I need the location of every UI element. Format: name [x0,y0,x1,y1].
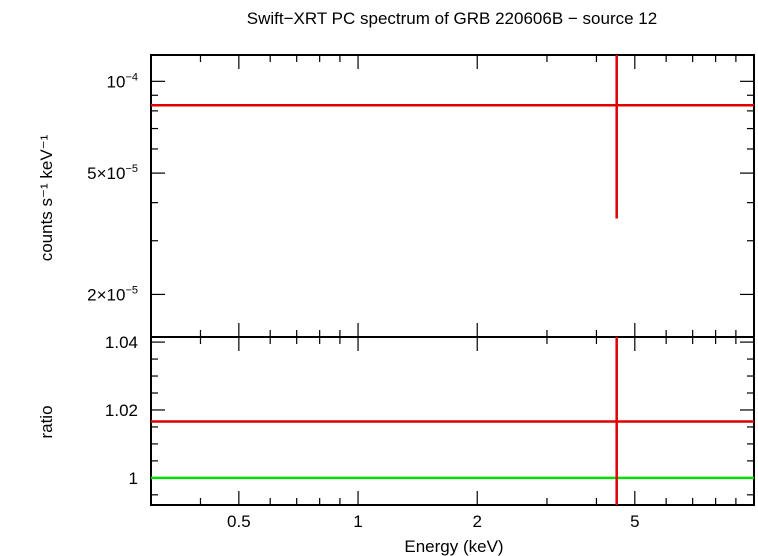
ratio-y-tick-label: 1.02 [105,401,138,420]
spectrum-y-axis-label: counts s⁻¹ keV⁻¹ [37,134,56,261]
spectrum-y-tick-label: 2×10−5 [87,284,138,304]
x-axis-label: Energy (keV) [404,537,503,556]
spectrum-frame [150,54,755,338]
x-tick-label: 1 [353,512,362,531]
ratio-y-tick-label: 1 [129,469,138,488]
ratio-y-axis-label: ratio [37,405,56,438]
chart-title: Swift−XRT PC spectrum of GRB 220606B − s… [247,9,657,28]
x-tick-label: 5 [630,512,639,531]
spectrum-y-tick-label: 10−4 [107,71,138,91]
ratio-y-tick-label: 1.04 [105,333,138,352]
x-tick-label: 0.5 [227,512,251,531]
spectrum-y-tick-label: 5×10−5 [87,163,138,183]
x-tick-label: 2 [473,512,482,531]
